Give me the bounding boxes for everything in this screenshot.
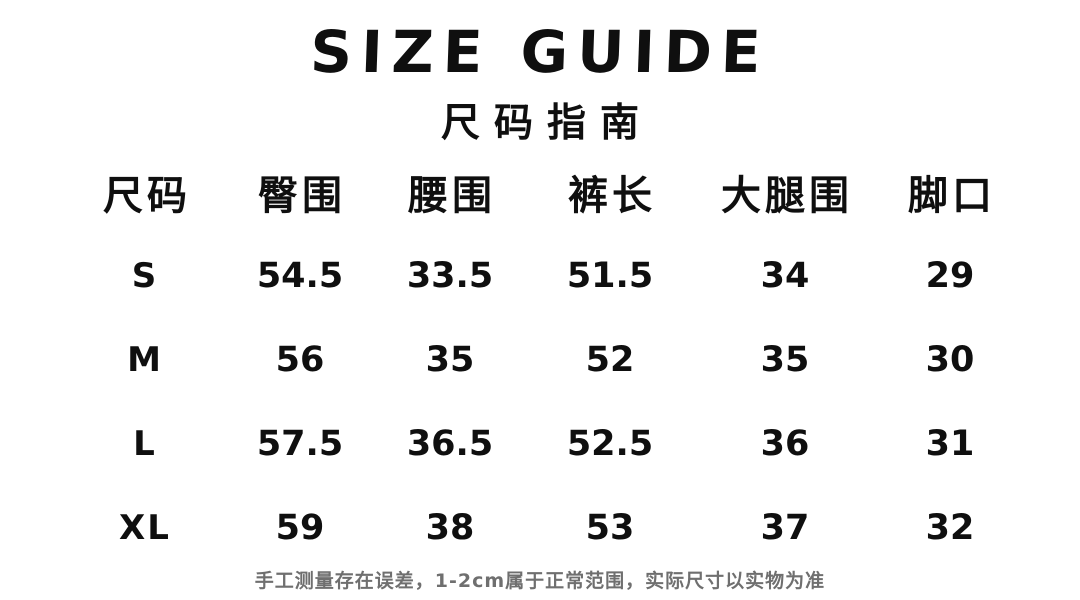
table-cell: 35 [425,340,475,380]
table-cell: 36 [760,424,810,464]
table-cell: 29 [925,256,975,296]
table-cell: 30 [925,340,975,380]
column-header-pants-length: 裤长 [568,173,656,219]
table-cell: 53 [585,508,635,548]
table-cell: 52 [585,340,635,380]
table-cell: 51.5 [566,256,654,296]
table-row-s: S 54.5 33.5 51.5 34 29 [65,234,1025,318]
column-header-thigh: 大腿围 [721,173,853,219]
size-table: 尺码 臀围 腰围 裤长 大腿围 脚口 S 54.5 33.5 51.5 34 2… [65,150,1025,570]
measurement-disclaimer: 手工测量存在误差，1-2cm属于正常范围，实际尺寸以实物为准 [254,570,826,592]
table-header-row: 尺码 臀围 腰围 裤长 大腿围 脚口 [65,150,1025,234]
column-header-leg-opening: 脚口 [908,173,996,219]
table-cell: 32 [925,508,975,548]
table-cell: 59 [275,508,325,548]
table-cell: 31 [925,424,975,464]
page-subtitle: 尺码指南 [440,101,653,146]
column-header-size: 尺码 [103,173,191,219]
table-cell: 35 [760,340,810,380]
size-label: M [127,340,163,380]
column-header-hip: 臀围 [258,173,346,219]
table-cell: 36.5 [406,424,494,464]
table-cell: 57.5 [256,424,344,464]
size-label: L [133,424,157,464]
page-title: SIZE GUIDE [309,18,771,86]
table-cell: 33.5 [406,256,494,296]
table-cell: 54.5 [256,256,344,296]
table-row-xl: XL 59 38 53 37 32 [65,486,1025,570]
table-cell: 34 [760,256,810,296]
table-row-m: M 56 35 52 35 30 [65,318,1025,402]
table-cell: 37 [760,508,810,548]
table-row-l: L 57.5 36.5 52.5 36 31 [65,402,1025,486]
size-label: S [131,256,159,296]
table-cell: 52.5 [566,424,654,464]
table-cell: 38 [425,508,475,548]
table-cell: 56 [275,340,325,380]
size-label: XL [119,508,171,548]
column-header-waist: 腰围 [408,173,496,219]
